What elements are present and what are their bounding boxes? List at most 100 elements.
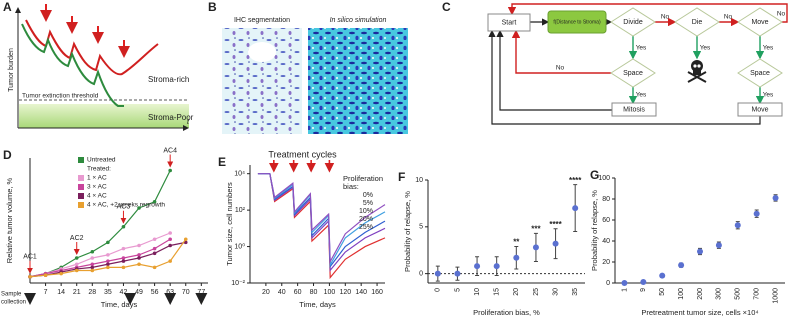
y-tick-label: 10² <box>235 207 246 214</box>
x-tick-label: 49 <box>135 289 143 296</box>
data-point <box>152 199 157 204</box>
data-point <box>90 262 95 267</box>
edge-label: No <box>777 11 786 18</box>
image-title: IHC segmentation <box>234 17 290 24</box>
x-axis-label: Time, days <box>101 300 138 309</box>
green-curve <box>21 23 124 107</box>
x-tick-label: 42 <box>120 289 128 296</box>
legend-label: 10% <box>359 208 373 215</box>
flow-decision <box>737 58 783 88</box>
y-axis-label: Probability of relapse, % <box>590 190 599 271</box>
data-point <box>90 265 95 270</box>
legend-title: Proliferation <box>343 174 383 183</box>
x-tick-label: 35 <box>104 289 112 296</box>
label: Tumor extinction threshold <box>22 93 99 100</box>
data-point <box>121 246 126 251</box>
data-point <box>74 262 79 267</box>
data-point <box>152 251 157 256</box>
x-tick-label: 35 <box>572 288 579 296</box>
data-point <box>137 262 141 267</box>
legend-title: bias: <box>343 182 359 191</box>
data-point <box>168 259 172 263</box>
y-tick-label: 10⁴ <box>234 171 245 178</box>
data-point <box>106 240 110 245</box>
series-line <box>257 173 386 264</box>
significance: **** <box>569 176 582 185</box>
x-tick-label: 300 <box>716 288 723 300</box>
data-point <box>734 222 741 229</box>
flow-decision <box>610 58 656 88</box>
x-tick-label: 5 <box>454 288 461 292</box>
y-axis-label: Tumor size, cell numbers <box>225 182 234 266</box>
legend-swatch <box>78 175 84 181</box>
flow-node-label: Move <box>751 19 768 26</box>
panel-label: F <box>398 170 405 184</box>
legend-swatch <box>78 202 84 208</box>
skull <box>687 60 707 83</box>
flow-node-label: Space <box>623 70 643 77</box>
legend-label: 5% <box>363 200 373 207</box>
legend-heading: Treated: <box>87 166 111 173</box>
flow-node-label: Move <box>751 106 768 113</box>
y-tick-label: 20 <box>602 259 610 266</box>
data-point <box>106 262 110 267</box>
data-point <box>168 168 172 173</box>
x-tick-label: 100 <box>678 288 685 300</box>
legend-label: 1 × AC <box>87 175 107 182</box>
data-point <box>43 273 48 277</box>
legend-label: Untreated <box>87 157 116 164</box>
series-line <box>29 170 171 278</box>
data-point <box>454 270 461 277</box>
flow-edge <box>488 29 761 125</box>
panel-a: A Tumor burden t Stroma-rich Stroma-Poor… <box>3 0 194 131</box>
data-point <box>640 278 647 285</box>
flow-edge <box>496 29 612 111</box>
flow-box <box>611 102 657 117</box>
y-tick-label: 80 <box>602 196 610 203</box>
data-point <box>28 274 32 279</box>
data-point <box>106 265 110 270</box>
x-tick-label: 14 <box>57 289 65 296</box>
annotation: AC3 <box>117 204 131 211</box>
ground <box>19 104 189 128</box>
data-point <box>137 206 141 210</box>
significance: **** <box>549 220 562 229</box>
data-point <box>753 210 760 217</box>
data-point <box>493 263 500 270</box>
data-point <box>121 224 126 229</box>
data-point <box>168 237 172 242</box>
data-point <box>59 271 63 276</box>
data-point <box>74 268 79 273</box>
data-point <box>152 246 157 251</box>
x-tick-label: 15 <box>494 288 501 296</box>
panel-b: B IHC segmentation In silico simulation <box>208 0 408 134</box>
data-point <box>121 259 126 263</box>
annotation: AC4 <box>163 147 177 154</box>
sample-label: Sample <box>1 292 22 298</box>
edge-label: No <box>661 14 670 21</box>
x-axis-label: t <box>187 119 190 126</box>
data-point <box>697 248 703 255</box>
x-tick-label: 100 <box>324 289 336 296</box>
x-axis-label: Time, days <box>299 300 336 309</box>
data-point <box>90 268 95 273</box>
data-point <box>572 205 579 212</box>
data-point <box>513 254 520 261</box>
panel-label: A <box>3 0 12 14</box>
legend-label: 20% <box>359 216 373 223</box>
panel-label: D <box>3 148 12 162</box>
flow-decision <box>610 7 656 37</box>
data-point <box>168 243 172 248</box>
y-axis-label: Relative tumor volume, % <box>5 177 14 263</box>
flow-node-label: Divide <box>623 19 643 26</box>
x-tick-label: 60 <box>294 289 302 296</box>
significance: *** <box>531 224 541 233</box>
x-tick-label: 20 <box>262 289 270 296</box>
data-point <box>152 237 157 242</box>
edge-label: Yes <box>636 45 647 52</box>
x-tick-label: 7 <box>44 289 48 296</box>
x-tick-label: 0 <box>435 288 442 292</box>
x-tick-label: 120 <box>339 289 351 296</box>
x-tick-label: 25 <box>533 288 540 296</box>
